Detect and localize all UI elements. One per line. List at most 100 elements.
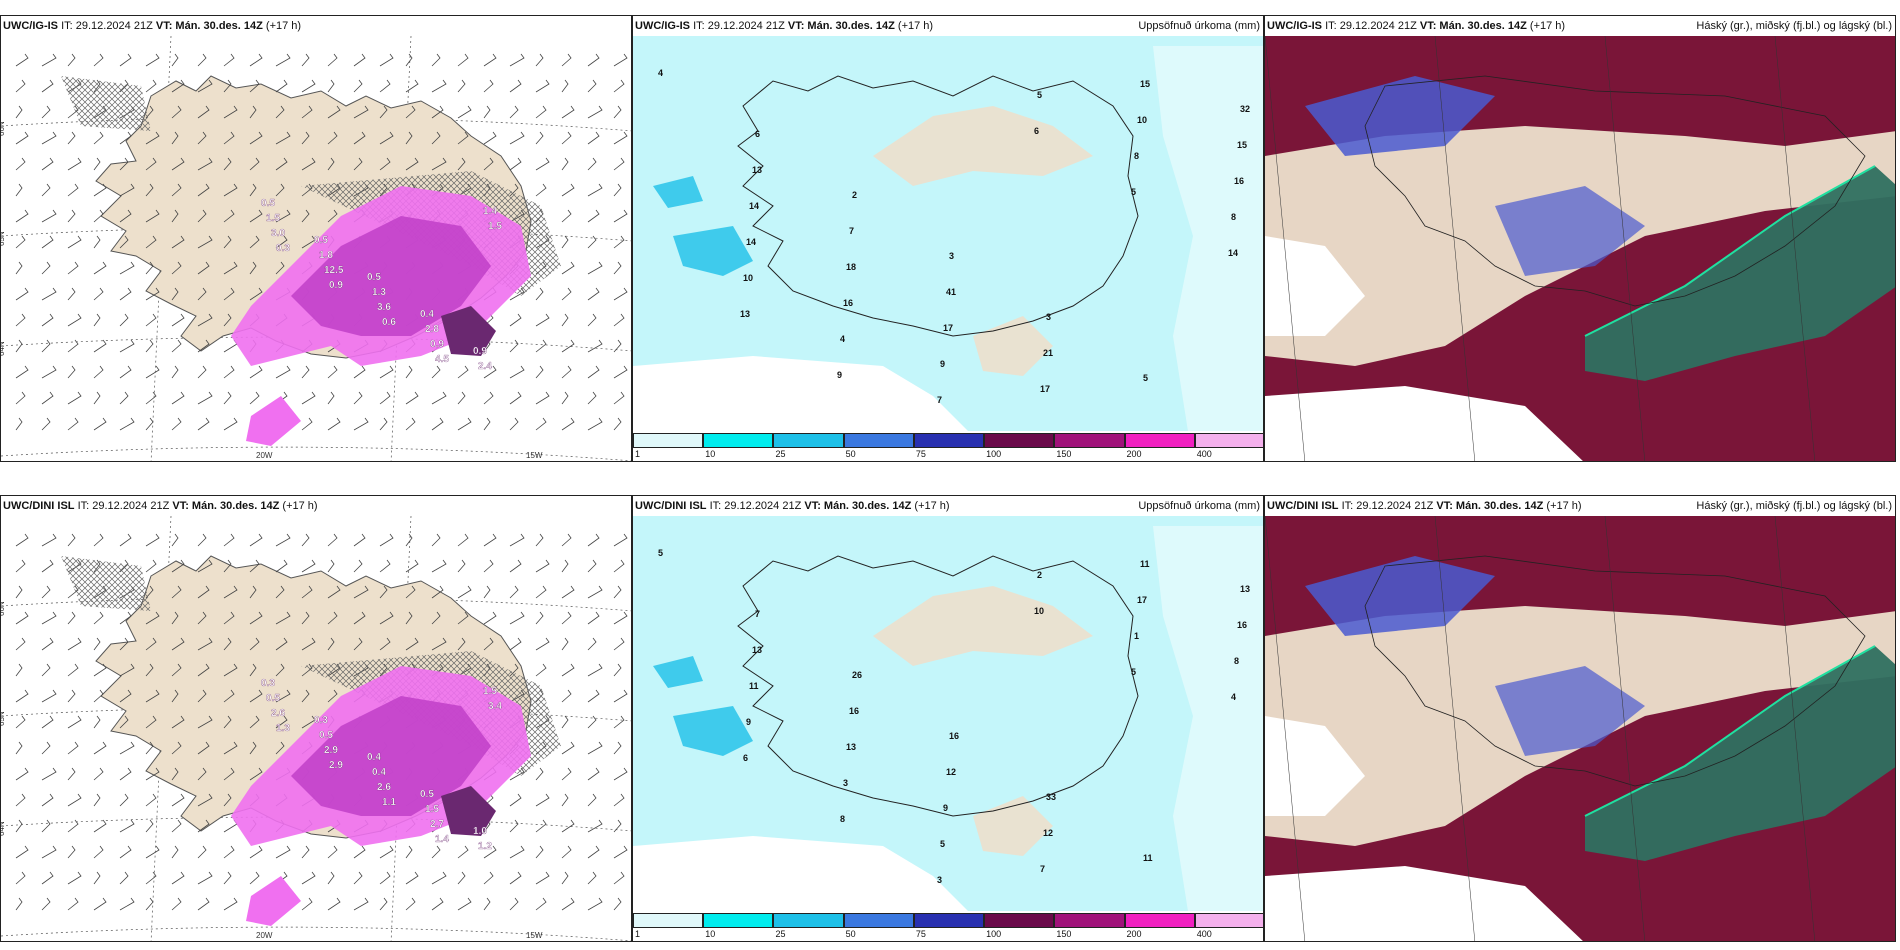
wind-barb [41, 819, 51, 833]
accum-value-label: 16 [849, 706, 859, 716]
colorbar-swatch [633, 913, 704, 928]
accum-value-label: 15 [1237, 140, 1247, 150]
wind-barb [327, 585, 341, 599]
wind-barb [561, 741, 575, 755]
precip-value-label: 3.0 [271, 228, 285, 239]
wind-barb [171, 715, 185, 729]
wind-barb [93, 741, 107, 755]
wind-barb [41, 313, 54, 327]
accum-value-label: 2 [1037, 570, 1042, 580]
wind-barb [353, 365, 366, 379]
wind-barb [379, 391, 391, 405]
wind-barb [119, 637, 129, 651]
wind-barb [15, 391, 26, 405]
wind-barb [613, 417, 622, 431]
wind-barb [561, 533, 572, 547]
wind-barb [249, 559, 260, 573]
wind-barb [613, 53, 628, 67]
accum-value-label: 8 [840, 814, 845, 824]
wind-barb [223, 157, 232, 171]
accum-value-label: 2 [852, 190, 857, 200]
colorbar-swatch [1194, 433, 1263, 448]
accum-value-label: 7 [937, 395, 942, 405]
wind-barb [223, 611, 235, 625]
longitude-label: 20W [256, 931, 273, 940]
wind-barb [457, 871, 466, 885]
wind-barb [223, 53, 235, 67]
wind-barb [301, 585, 313, 599]
wind-barb [15, 585, 23, 599]
grid-line [1774, 36, 1816, 461]
wind-barb [535, 871, 550, 885]
wind-barb [457, 131, 469, 145]
wind-barb [119, 391, 129, 405]
wind-barb [249, 235, 260, 249]
wind-barb [327, 105, 341, 119]
wind-barb [535, 391, 550, 405]
wind-barb [535, 157, 550, 171]
wind-barb [431, 845, 441, 859]
wind-barb [145, 53, 160, 67]
wind-barb [457, 79, 466, 93]
panel-clouds-igis: UWC/IG-IS IT: 29.12.2024 21Z VT: Mán. 30… [1264, 15, 1896, 462]
wind-barb [613, 819, 622, 833]
wind-barb [561, 105, 575, 119]
wind-barb [197, 559, 213, 573]
wind-barb [379, 131, 394, 145]
wind-barb [353, 533, 366, 547]
wind-barb [613, 741, 622, 755]
wind-barb [535, 611, 544, 625]
wind-barb [405, 637, 419, 651]
wind-barb [301, 871, 316, 885]
accum-value-label: 9 [837, 370, 842, 380]
low-cloud-edge [1584, 165, 1876, 337]
wind-barb [119, 365, 132, 379]
wind-barb [301, 689, 310, 703]
accum-value-label: 16 [949, 731, 959, 741]
wind-barb [301, 79, 316, 93]
precip-accum-high [653, 656, 703, 688]
wind-barb [587, 365, 600, 379]
wind-barb [197, 183, 210, 197]
wind-barb [301, 715, 316, 729]
precip-value-label: 2.4 [478, 361, 492, 372]
wind-barb [509, 897, 519, 911]
wind-barb [613, 663, 622, 677]
snow-hatch-area [61, 76, 151, 131]
precip-value-label: 0.4 [372, 767, 386, 778]
wind-barb [509, 365, 525, 379]
wind-barb [587, 261, 603, 275]
wind-barb [249, 845, 263, 859]
wind-barb [483, 897, 491, 911]
wind-barb [93, 637, 101, 651]
wind-barb [379, 897, 388, 911]
latitude-label: 64N [1, 341, 6, 356]
iceland-coastline [737, 555, 1139, 817]
latitude-label: 65N [1, 231, 6, 246]
grid-line [1, 446, 631, 461]
wind-barb [431, 53, 441, 67]
colorbar-swatch [703, 913, 774, 928]
grid-line [1, 926, 631, 941]
wind-barb [483, 391, 494, 405]
wind-barb [197, 157, 213, 171]
colorbar-swatch [843, 913, 914, 928]
wind-barb [561, 611, 572, 625]
colorbar-swatch [773, 913, 844, 928]
wind-barb [587, 157, 597, 171]
wind-barb [275, 637, 288, 651]
wind-barb [41, 261, 51, 275]
wind-barb [327, 611, 338, 625]
accum-value-label: 13 [740, 309, 750, 319]
wind-barb [171, 261, 182, 275]
accum-value-label: 11 [1143, 853, 1153, 863]
latitude-label: 66N [1, 601, 6, 616]
wind-barb [457, 157, 466, 171]
wind-barb [431, 391, 447, 405]
wind-barb [249, 53, 263, 67]
wind-barb [145, 897, 154, 911]
wind-barb [15, 637, 26, 651]
accum-value-label: 13 [752, 645, 762, 655]
precip-accum-high [673, 706, 753, 756]
wind-barb [613, 871, 625, 885]
